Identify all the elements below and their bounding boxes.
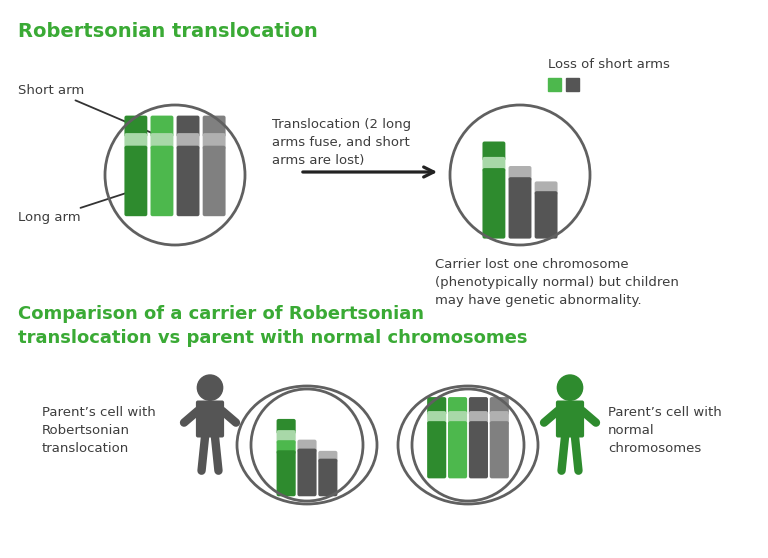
Bar bbox=[548, 78, 561, 91]
FancyBboxPatch shape bbox=[203, 116, 226, 137]
FancyBboxPatch shape bbox=[177, 116, 200, 137]
FancyBboxPatch shape bbox=[196, 401, 224, 437]
FancyBboxPatch shape bbox=[469, 397, 488, 415]
FancyBboxPatch shape bbox=[427, 397, 446, 415]
FancyBboxPatch shape bbox=[318, 459, 337, 496]
FancyBboxPatch shape bbox=[448, 411, 467, 425]
FancyBboxPatch shape bbox=[276, 440, 296, 454]
FancyBboxPatch shape bbox=[448, 397, 467, 415]
FancyBboxPatch shape bbox=[124, 116, 147, 137]
Text: Loss of short arms: Loss of short arms bbox=[548, 58, 670, 71]
FancyBboxPatch shape bbox=[482, 157, 505, 172]
FancyBboxPatch shape bbox=[508, 177, 531, 239]
Text: Robertsonian translocation: Robertsonian translocation bbox=[18, 22, 318, 41]
FancyBboxPatch shape bbox=[482, 142, 505, 161]
FancyBboxPatch shape bbox=[482, 168, 505, 239]
FancyBboxPatch shape bbox=[318, 451, 337, 463]
FancyBboxPatch shape bbox=[177, 146, 200, 216]
FancyBboxPatch shape bbox=[124, 133, 147, 150]
FancyBboxPatch shape bbox=[535, 191, 558, 239]
Circle shape bbox=[558, 375, 583, 400]
Bar bbox=[566, 78, 579, 91]
FancyBboxPatch shape bbox=[490, 411, 509, 425]
FancyBboxPatch shape bbox=[469, 421, 488, 478]
FancyBboxPatch shape bbox=[203, 146, 226, 216]
FancyBboxPatch shape bbox=[427, 421, 446, 478]
FancyBboxPatch shape bbox=[297, 440, 316, 453]
FancyBboxPatch shape bbox=[490, 421, 509, 478]
Text: Parent’s cell with
Robertsonian
translocation: Parent’s cell with Robertsonian transloc… bbox=[42, 406, 156, 455]
FancyBboxPatch shape bbox=[469, 411, 488, 425]
Text: Carrier lost one chromosome
(phenotypically normal) but children
may have geneti: Carrier lost one chromosome (phenotypica… bbox=[435, 258, 679, 307]
FancyBboxPatch shape bbox=[276, 430, 296, 444]
Text: Parent’s cell with
normal
chromosomes: Parent’s cell with normal chromosomes bbox=[608, 406, 722, 455]
FancyBboxPatch shape bbox=[203, 133, 226, 150]
FancyBboxPatch shape bbox=[177, 133, 200, 150]
Text: Short arm: Short arm bbox=[18, 84, 153, 133]
FancyBboxPatch shape bbox=[124, 146, 147, 216]
FancyBboxPatch shape bbox=[448, 421, 467, 478]
FancyBboxPatch shape bbox=[508, 166, 531, 181]
FancyBboxPatch shape bbox=[556, 401, 584, 437]
FancyBboxPatch shape bbox=[151, 116, 174, 137]
FancyBboxPatch shape bbox=[427, 411, 446, 425]
Text: Comparison of a carrier of Robertsonian
translocation vs parent with normal chro: Comparison of a carrier of Robertsonian … bbox=[18, 305, 528, 347]
FancyBboxPatch shape bbox=[276, 419, 296, 434]
FancyBboxPatch shape bbox=[276, 450, 296, 496]
FancyBboxPatch shape bbox=[535, 181, 558, 195]
Circle shape bbox=[197, 375, 223, 400]
Text: Long arm: Long arm bbox=[18, 190, 136, 224]
FancyBboxPatch shape bbox=[490, 397, 509, 415]
Text: Translocation (2 long
arms fuse, and short
arms are lost): Translocation (2 long arms fuse, and sho… bbox=[272, 118, 411, 167]
FancyBboxPatch shape bbox=[151, 146, 174, 216]
FancyBboxPatch shape bbox=[151, 133, 174, 150]
FancyBboxPatch shape bbox=[297, 449, 316, 496]
